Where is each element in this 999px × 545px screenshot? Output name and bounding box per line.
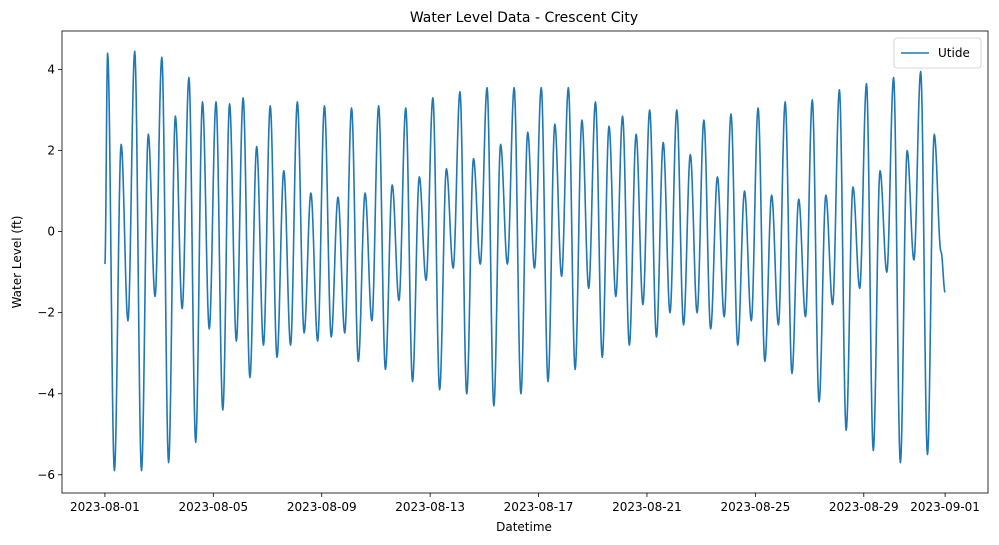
x-axis-label: Datetime xyxy=(496,520,552,534)
y-tick-label: 2 xyxy=(47,144,55,158)
y-tick-label: −4 xyxy=(37,387,55,401)
x-tick-label: 2023-09-01 xyxy=(910,500,980,514)
x-tick-label: 2023-08-01 xyxy=(70,500,140,514)
plot-frame xyxy=(61,30,989,494)
legend-series-label: Utide xyxy=(938,46,970,60)
legend: Utide xyxy=(893,37,982,69)
series-line-utide xyxy=(104,50,946,472)
x-axis: 2023-08-01 2023-08-05 2023-08-09 2023-08-13… xyxy=(70,493,980,514)
chart-title: Water Level Data - Crescent City xyxy=(410,10,638,26)
x-tick-label: 2023-08-13 xyxy=(395,500,465,514)
y-axis: −6 −4 −2 0 2 4 xyxy=(37,63,62,482)
legend-box xyxy=(893,37,982,69)
x-tick-label: 2023-08-17 xyxy=(504,500,574,514)
x-tick-label: 2023-08-21 xyxy=(612,500,682,514)
y-tick-label: −6 xyxy=(37,468,55,482)
x-tick-label: 2023-08-09 xyxy=(287,500,357,514)
x-tick-label: 2023-08-29 xyxy=(829,500,899,514)
y-tick-label: −2 xyxy=(37,306,55,320)
x-tick-label: 2023-08-25 xyxy=(720,500,790,514)
y-tick-label: 0 xyxy=(47,225,55,239)
y-axis-label: Water Level (ft) xyxy=(10,216,24,309)
x-tick-label: 2023-08-05 xyxy=(178,500,248,514)
y-tick-label: 4 xyxy=(47,63,55,77)
plot-area xyxy=(104,50,946,472)
